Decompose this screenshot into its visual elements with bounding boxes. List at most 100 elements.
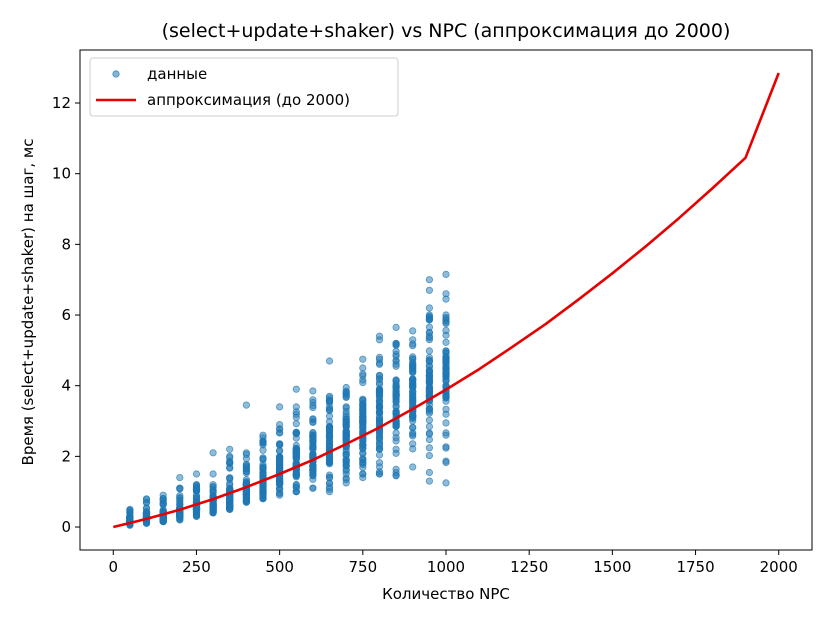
- scatter-point: [442, 318, 450, 326]
- scatter-point: [392, 394, 400, 402]
- y-tick-label: 12: [52, 94, 71, 112]
- scatter-point: [226, 452, 234, 460]
- scatter-point: [226, 474, 234, 482]
- scatter-point: [442, 458, 450, 467]
- scatter-point: [375, 375, 384, 383]
- scatter-point: [425, 416, 433, 424]
- scatter-point: [242, 449, 250, 457]
- scatter-point: [392, 383, 400, 391]
- scatter-point: [392, 323, 400, 331]
- x-axis-label: Количество NPC: [382, 585, 510, 603]
- scatter-point: [259, 431, 267, 439]
- scatter-point: [442, 338, 450, 346]
- scatter-point: [342, 461, 350, 469]
- scatter-point: [209, 470, 217, 478]
- scatter-point: [392, 472, 400, 480]
- scatter-point: [425, 422, 433, 431]
- scatter-point: [275, 459, 284, 467]
- legend-marker-data: [112, 70, 120, 78]
- scatter-point: [359, 427, 367, 435]
- scatter-point: [375, 470, 384, 478]
- scatter-point: [192, 480, 201, 489]
- scatter-point: [442, 311, 450, 319]
- scatter-point: [309, 396, 317, 404]
- scatter-point: [176, 484, 184, 492]
- scatter-point: [342, 383, 350, 392]
- scatter-point: [275, 428, 284, 437]
- scatter-point: [442, 479, 450, 487]
- scatter-point: [375, 403, 384, 411]
- scatter-point: [292, 480, 300, 489]
- scatter-point: [392, 339, 400, 347]
- scatter-point: [192, 512, 201, 521]
- scatter-point: [226, 493, 234, 502]
- scatter-point: [392, 401, 400, 410]
- scatter-point: [275, 403, 284, 411]
- scatter-point: [359, 355, 367, 363]
- scatter-point: [375, 353, 384, 361]
- x-tick-label: 2000: [760, 558, 798, 576]
- y-tick-label: 4: [61, 377, 71, 395]
- scatter-point: [342, 419, 350, 427]
- scatter-point: [259, 438, 267, 446]
- scatter-point: [442, 326, 450, 334]
- scatter-point: [409, 423, 417, 432]
- legend-label-data: данные: [147, 65, 207, 83]
- scatter-point: [292, 488, 300, 496]
- scatter-point: [275, 480, 284, 488]
- scatter-point: [442, 431, 450, 439]
- scatter-point: [409, 336, 417, 344]
- x-tick-label: 750: [348, 558, 377, 576]
- scatter-point: [325, 357, 334, 365]
- scatter-point: [442, 356, 450, 365]
- scatter-point: [309, 437, 317, 445]
- scatter-point: [425, 362, 433, 371]
- x-tick-label: 0: [108, 558, 118, 576]
- scatter-point: [375, 391, 384, 399]
- scatter-point: [392, 429, 400, 437]
- scatter-point: [209, 500, 217, 508]
- scatter-point: [392, 409, 400, 417]
- scatter-point: [409, 445, 417, 453]
- scatter-point: [226, 505, 234, 513]
- scatter-point: [309, 445, 317, 453]
- scatter-point: [359, 364, 367, 372]
- scatter-point: [142, 519, 151, 528]
- scatter-point: [309, 484, 317, 492]
- scatter-point: [425, 468, 433, 477]
- scatter-point: [292, 403, 300, 411]
- scatter-point: [126, 505, 134, 513]
- x-tick-label: 1250: [510, 558, 548, 576]
- scatter-point: [392, 437, 400, 445]
- scatter-point: [209, 449, 217, 457]
- scatter-point: [375, 442, 384, 450]
- scatter-point: [176, 473, 184, 482]
- scatter-point: [392, 421, 400, 429]
- scatter-point: [325, 392, 334, 400]
- legend: данные аппроксимация (до 2000): [89, 57, 399, 117]
- x-tick-label: 1000: [427, 558, 465, 576]
- scatter-point: [325, 407, 334, 415]
- scatter-point: [359, 378, 367, 387]
- scatter-point: [392, 360, 400, 368]
- scatter-point: [309, 387, 317, 395]
- scatter-point: [292, 450, 300, 458]
- scatter-point: [442, 290, 450, 298]
- scatter-point: [359, 417, 367, 425]
- scatter-point: [425, 332, 433, 340]
- legend-label-fit: аппроксимация (до 2000): [147, 91, 350, 109]
- scatter-point: [409, 410, 417, 418]
- scatter-point: [375, 332, 384, 340]
- scatter-point: [292, 472, 300, 480]
- scatter-point: [359, 402, 367, 410]
- y-axis-label: Время (select+update+shaker) на шаг, мс: [19, 139, 37, 466]
- scatter-point: [242, 498, 250, 506]
- scatter-point: [325, 426, 334, 434]
- scatter-point: [226, 464, 234, 472]
- scatter-point: [292, 385, 300, 393]
- scatter-point: [309, 469, 317, 477]
- scatter-point: [409, 367, 417, 375]
- legend-frame: [89, 57, 399, 117]
- data-layer: [112, 72, 780, 529]
